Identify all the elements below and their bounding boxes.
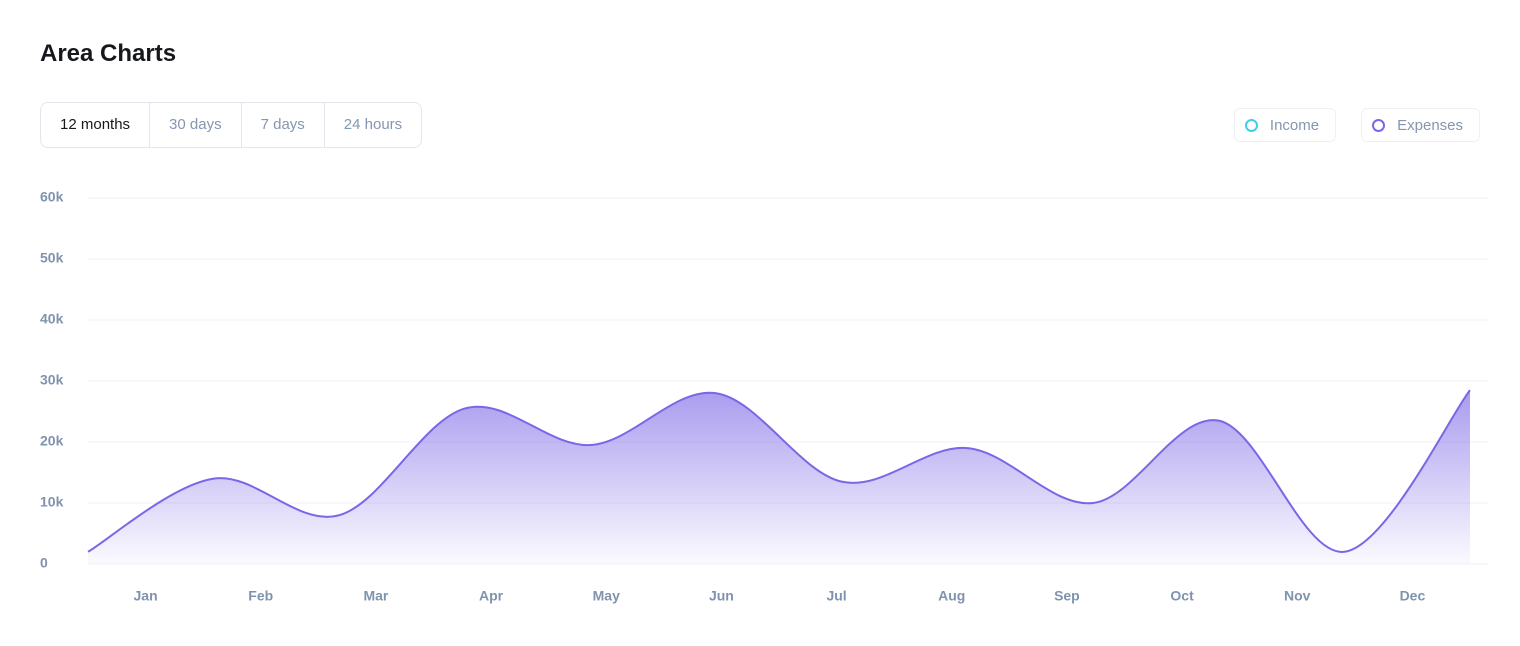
y-tick-label: 0 — [40, 555, 48, 571]
page-title: Area Charts — [40, 40, 177, 67]
legend-marker — [1372, 118, 1386, 132]
x-tick-label: May — [593, 588, 620, 604]
tab[interactable]: 7 days — [240, 103, 324, 147]
y-tick-label: 50k — [40, 250, 64, 266]
y-tick-label: 40k — [40, 311, 64, 327]
legend-label: Expenses — [1397, 116, 1463, 134]
tab[interactable]: 30 days — [149, 103, 241, 147]
legend-marker — [1244, 118, 1258, 132]
y-tick-label: 60k — [40, 189, 64, 205]
tab-bar: 12 months 30 days 7 days 24 hours — [40, 102, 423, 148]
x-tick-label: Aug — [938, 588, 965, 604]
legend: Income Expenses — [1233, 108, 1480, 142]
x-tick-label: Apr — [479, 588, 504, 604]
legend-item[interactable]: Expenses — [1361, 108, 1480, 142]
x-tick-label: Jan — [134, 588, 158, 604]
tab[interactable]: 24 hours — [323, 103, 421, 147]
x-tick-label: Feb — [248, 588, 273, 604]
line — [87, 389, 1471, 553]
area — [88, 390, 1470, 564]
tab[interactable]: 12 months — [60, 116, 131, 133]
x-tick-label: Oct — [1170, 588, 1194, 604]
x-tick-label: Mar — [363, 588, 388, 604]
x-tick-label: Sep — [1054, 588, 1080, 604]
legend-label: Income — [1269, 116, 1320, 134]
x-tick-label: Nov — [1284, 588, 1311, 604]
legend-item[interactable]: Income — [1233, 108, 1337, 142]
x-tick-label: Dec — [1400, 588, 1426, 604]
x-tick-label: Jul — [826, 588, 846, 604]
x-tick-label: Jun — [709, 588, 734, 604]
y-tick-label: 30k — [40, 372, 64, 388]
y-tick-label: 10k — [40, 494, 64, 510]
y-tick-label: 20k — [40, 433, 64, 449]
